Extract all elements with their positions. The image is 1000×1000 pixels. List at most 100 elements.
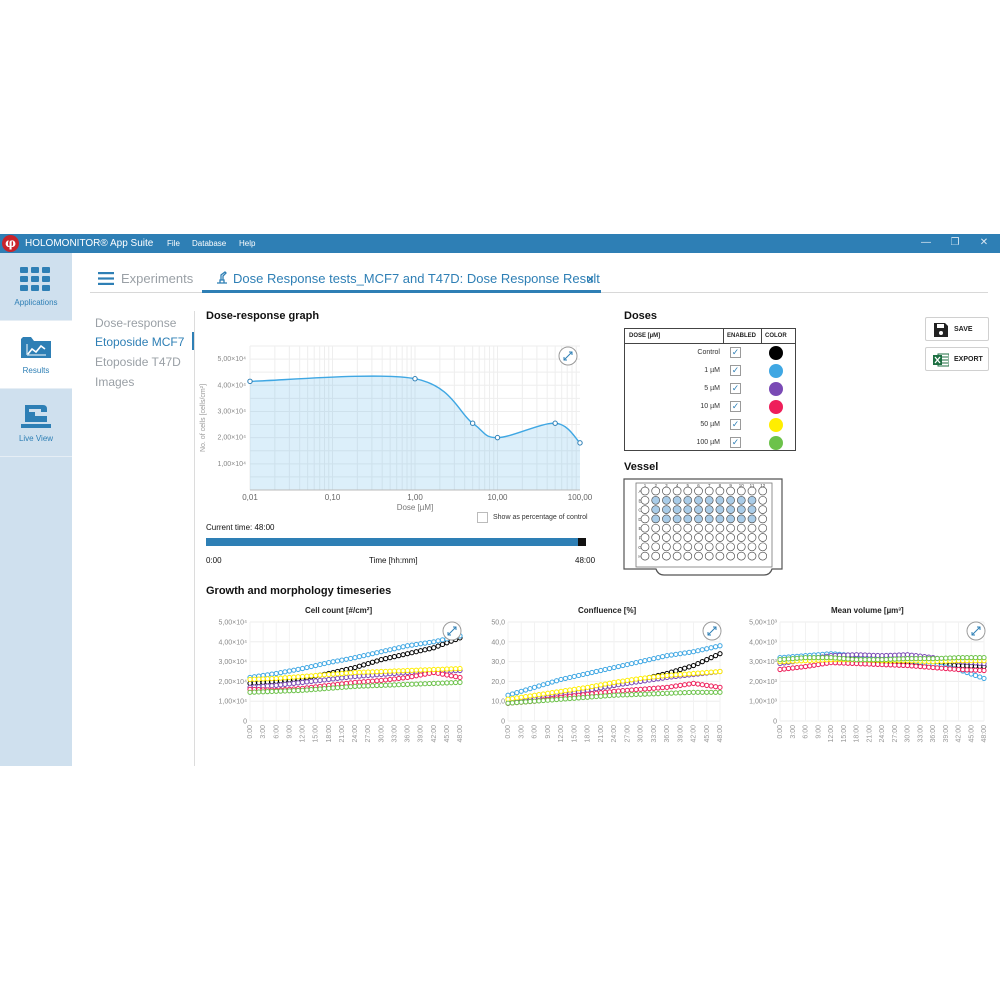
well[interactable] [672, 533, 682, 542]
well[interactable] [651, 551, 661, 561]
well[interactable] [715, 533, 725, 542]
well[interactable] [715, 542, 725, 552]
confluence-chart[interactable]: 0 10,0 20,0 30,0 40,0 50,0 0:00 3:00 6:00 9:00 12:… [468, 614, 728, 766]
nav-applications[interactable]: Applications [0, 253, 72, 321]
well[interactable] [736, 514, 746, 524]
well[interactable] [640, 542, 650, 552]
well[interactable] [672, 551, 682, 561]
well[interactable] [715, 523, 725, 533]
well[interactable] [736, 542, 746, 552]
well[interactable] [715, 514, 725, 524]
expand-icon[interactable] [558, 346, 578, 366]
minimize-icon[interactable]: — [921, 237, 931, 248]
well[interactable] [715, 486, 725, 496]
well[interactable] [758, 551, 768, 561]
well[interactable] [651, 495, 661, 505]
well[interactable] [726, 551, 735, 561]
time-slider-handle[interactable] [578, 538, 586, 546]
well[interactable] [672, 523, 682, 533]
enabled-checkbox[interactable]: ✓ [730, 437, 741, 448]
well[interactable] [704, 542, 714, 552]
well[interactable] [672, 495, 682, 505]
well[interactable] [758, 486, 768, 496]
well[interactable] [758, 495, 768, 505]
well[interactable] [704, 551, 714, 561]
well[interactable] [683, 551, 693, 561]
well[interactable] [683, 533, 693, 542]
enabled-checkbox[interactable]: ✓ [730, 419, 741, 430]
well[interactable] [694, 523, 703, 533]
well[interactable] [694, 486, 703, 496]
restore-icon[interactable]: ❐ [950, 237, 960, 248]
well[interactable] [672, 514, 682, 524]
well[interactable] [704, 533, 714, 542]
well[interactable] [736, 495, 746, 505]
export-button[interactable]: EXPORT [925, 347, 989, 371]
well[interactable] [726, 486, 735, 496]
well[interactable] [683, 486, 693, 496]
well[interactable] [704, 523, 714, 533]
well[interactable] [672, 486, 682, 496]
menu-database[interactable]: Database [192, 239, 227, 248]
well[interactable] [651, 514, 661, 524]
well[interactable] [683, 495, 693, 505]
well[interactable] [640, 551, 650, 561]
color-swatch[interactable] [769, 382, 783, 396]
tab-experiments[interactable]: Experiments [121, 271, 194, 286]
well[interactable] [704, 514, 714, 524]
well[interactable] [651, 505, 661, 514]
well[interactable] [651, 542, 661, 552]
well[interactable] [651, 523, 661, 533]
well[interactable] [747, 505, 757, 514]
well[interactable] [662, 533, 671, 542]
menu-file[interactable]: File [167, 239, 180, 248]
color-swatch[interactable] [769, 364, 783, 378]
well[interactable] [747, 533, 757, 542]
well[interactable] [640, 523, 650, 533]
mean-volume-chart[interactable]: 0 1,00×10³ 2,00×10³ 3,00×10³ 4,00×10³ 5,00×10… [730, 614, 992, 766]
well[interactable] [640, 505, 650, 514]
well[interactable] [747, 486, 757, 496]
well[interactable] [747, 514, 757, 524]
well[interactable] [672, 542, 682, 552]
well[interactable] [640, 514, 650, 524]
well[interactable] [662, 523, 671, 533]
well[interactable] [662, 551, 671, 561]
well[interactable] [640, 495, 650, 505]
well[interactable] [726, 505, 735, 514]
color-swatch[interactable] [769, 346, 783, 360]
well[interactable] [694, 495, 703, 505]
nav-live-view[interactable]: Live View [0, 389, 72, 457]
well[interactable] [726, 514, 735, 524]
well[interactable] [694, 551, 703, 561]
well[interactable] [683, 523, 693, 533]
time-slider-track[interactable] [206, 538, 586, 546]
cell-count-chart[interactable]: 0 1,00×10⁴ 2,00×10⁴ 3,00×10⁴ 4,00×10⁴ 5,00×10… [200, 614, 470, 766]
expand-icon[interactable] [966, 621, 986, 641]
nav-results[interactable]: Results [0, 321, 72, 389]
well[interactable] [736, 523, 746, 533]
well[interactable] [747, 551, 757, 561]
well[interactable] [683, 505, 693, 514]
well[interactable] [662, 514, 671, 524]
well[interactable] [694, 542, 703, 552]
expand-icon[interactable] [702, 621, 722, 641]
well[interactable] [736, 551, 746, 561]
save-button[interactable]: SAVE [925, 317, 989, 341]
subnav-dose-response[interactable]: Dose-response [95, 316, 177, 330]
hamburger-menu-icon[interactable] [98, 272, 114, 285]
close-tab-icon[interactable]: × [587, 272, 595, 286]
well[interactable] [758, 505, 768, 514]
well[interactable] [662, 486, 671, 496]
well[interactable] [694, 533, 703, 542]
well[interactable] [747, 542, 757, 552]
well[interactable] [758, 533, 768, 542]
well[interactable] [662, 542, 671, 552]
subnav-etoposide-mcf7[interactable]: Etoposide MCF7 [95, 335, 185, 349]
well[interactable] [651, 533, 661, 542]
well[interactable] [694, 505, 703, 514]
well[interactable] [704, 486, 714, 496]
show-percentage-checkbox[interactable] [477, 512, 488, 523]
expand-icon[interactable] [442, 621, 462, 641]
